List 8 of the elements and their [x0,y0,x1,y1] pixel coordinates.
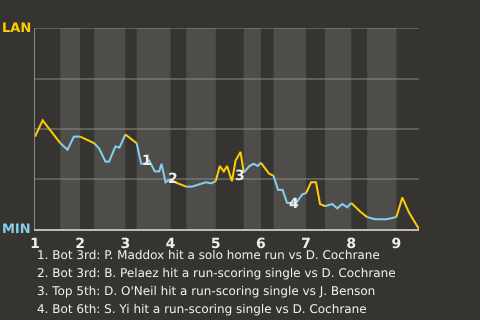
text: 3. Top 5th: D. O'Neil hit a run-scoring single vs J. Benson [37,284,376,298]
text: 2. Bot 3rd: B. Pelaez hit a run-scoring single vs D. Cochrane [37,266,396,280]
x-tick-label: 1 [30,236,40,252]
text: MIN [2,222,31,237]
text: LAN [2,21,32,36]
x-tick-label: 9 [392,236,402,252]
text: 4. Bot 6th: S. Yi hit a run-scoring single vs D. Cochrane [37,302,367,316]
annotation: 3 [235,168,245,184]
